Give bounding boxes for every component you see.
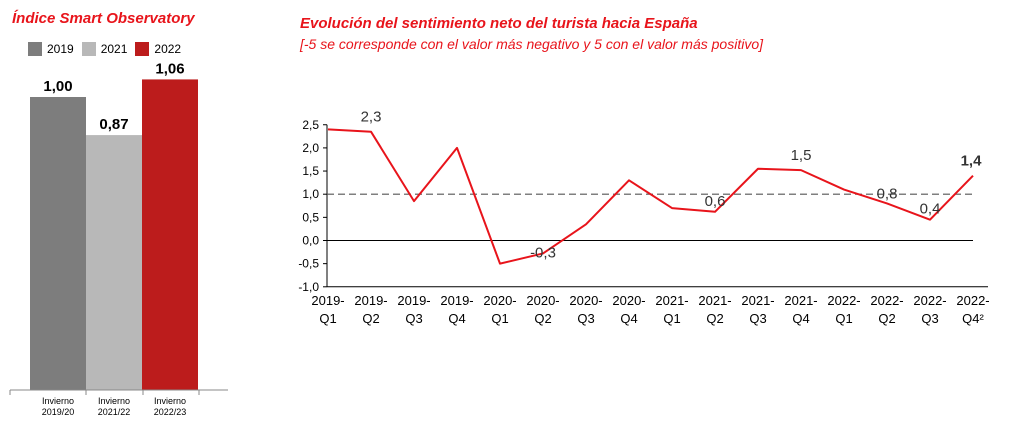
y-tick-label: 2,5 — [302, 118, 319, 132]
data-label: 1,4 — [961, 153, 983, 170]
legend-item: 2019 — [28, 42, 74, 56]
x-tick-label: 2019-Q2 — [354, 293, 387, 326]
bar-category-label: Invierno 2019/20 — [42, 396, 75, 417]
x-tick-label: 2020-Q4 — [612, 293, 645, 326]
legend-swatch — [28, 42, 42, 56]
bar-value-label: 1,00 — [43, 78, 72, 95]
y-tick-label: 0,0 — [302, 234, 319, 248]
legend-swatch — [81, 42, 96, 56]
legend-label: 2022 — [154, 42, 182, 56]
legend-item: 2022 — [135, 42, 181, 56]
x-tick-label: 2019-Q1 — [311, 293, 344, 326]
y-tick-label: 2,0 — [302, 141, 319, 155]
right-chart-title: Evolución del sentimiento neto del turis… — [300, 15, 698, 32]
y-tick-label: -0,5 — [298, 257, 319, 271]
series-line — [327, 128, 974, 265]
y-tick-label: 1,5 — [302, 164, 319, 178]
data-label: 0,8 — [877, 185, 898, 202]
data-label: 0,4 — [920, 201, 941, 218]
y-tick-label: 1,0 — [302, 187, 319, 201]
x-tick-label: 2022-Q3 — [913, 293, 946, 326]
left-chart-title: Índice Smart Observatory — [12, 10, 195, 27]
x-tick-label: 2019-Q4 — [440, 293, 473, 326]
x-tick-label: 2021-Q1 — [655, 293, 688, 326]
legend-label: 2019 — [47, 42, 74, 56]
bar-category-label: Invierno 2021/22 — [98, 396, 131, 417]
x-tick-label: 2022-Q1 — [827, 293, 860, 326]
legend: 2019 2021 2022 — [28, 42, 181, 56]
y-tick-label: -1,0 — [298, 280, 319, 294]
legend-swatch — [135, 42, 150, 56]
right-chart-subtitle: [-5 se corresponde con el valor más nega… — [300, 36, 764, 52]
x-tick-label: 2020-Q3 — [569, 293, 602, 326]
bar-value-label: 0,87 — [99, 116, 128, 133]
x-tick-label: 2021-Q4 — [784, 293, 817, 326]
legend-label: 2021 — [100, 42, 128, 56]
bar — [142, 79, 198, 391]
legend-item: 2021 — [81, 42, 128, 56]
bar — [30, 97, 86, 390]
x-tick-label: 2021-Q2 — [698, 293, 731, 326]
data-label: 0,6 — [705, 193, 726, 210]
bar-value-label: 1,06 — [155, 60, 184, 77]
x-tick-label: 2022-Q2 — [870, 293, 903, 326]
x-tick-label: 2019-Q3 — [397, 293, 430, 326]
x-tick-label: 2020-Q1 — [483, 293, 516, 326]
y-tick-label: 0,5 — [302, 210, 319, 224]
data-label: 2,3 — [361, 109, 382, 126]
data-label: -0,3 — [530, 244, 556, 261]
x-tick-label: 2020-Q2 — [526, 293, 559, 326]
bar — [86, 135, 142, 390]
x-tick-label: 2021-Q3 — [741, 293, 774, 326]
bar-category-label: Invierno 2022/23 — [154, 396, 187, 417]
x-tick-label: 2022-Q4² — [956, 293, 989, 326]
data-label: 1,5 — [791, 147, 812, 164]
